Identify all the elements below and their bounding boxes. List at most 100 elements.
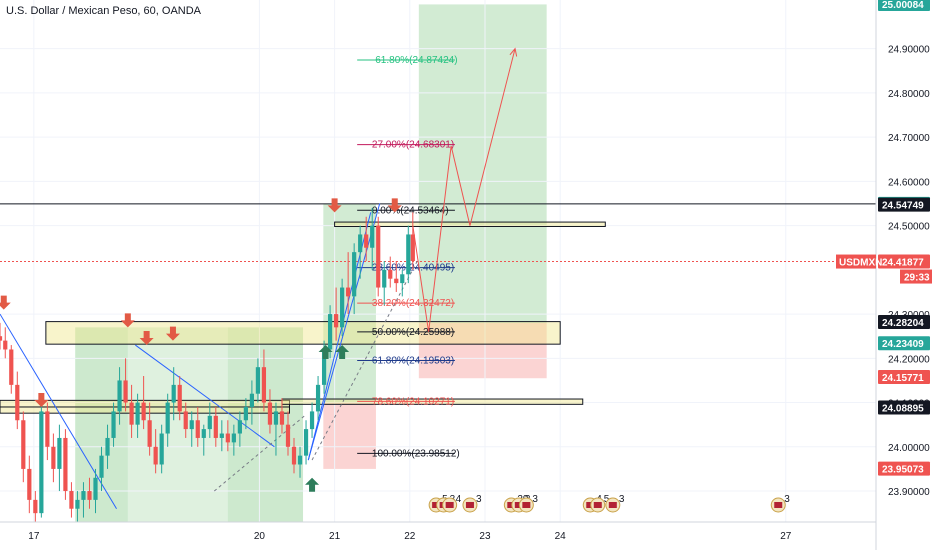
candle-52: [309, 402, 315, 438]
candle-body: [297, 455, 303, 465]
candle-body: [87, 491, 92, 500]
candle-body: [123, 380, 128, 403]
event-count: 5: [604, 494, 610, 505]
symbol-tag-bg: [836, 254, 876, 269]
candle-30: [177, 376, 182, 421]
price-tag-bg: [878, 315, 930, 330]
price-tag-0: 25.00084: [878, 0, 930, 11]
candle-7: [39, 402, 44, 518]
candle-body: [195, 420, 200, 438]
event-flag-stripe: [445, 502, 454, 508]
candle-body: [219, 433, 224, 438]
candle-body: [388, 269, 393, 279]
candle-body: [237, 420, 242, 434]
y-tick-label-5: 24.50000: [888, 222, 930, 233]
event-flag-stripe: [514, 502, 523, 508]
candle-body: [117, 380, 122, 412]
candle-body: [201, 429, 206, 438]
candle-61: [364, 216, 369, 261]
price-tag-bg: [878, 370, 930, 385]
zone-5: [418, 4, 547, 323]
event-count: 3: [784, 494, 790, 505]
candle-body: [352, 252, 357, 297]
candle-body: [141, 402, 146, 421]
arrow-up-icon-2: [335, 345, 350, 360]
candle-56: [334, 287, 339, 341]
candle-57: [340, 278, 345, 337]
candle-22: [129, 384, 134, 438]
candle-11: [63, 429, 68, 500]
candle-14: [81, 482, 86, 518]
candle-53: [315, 376, 321, 421]
candle-4: [21, 411, 26, 483]
x-tick-label-4: 23: [479, 531, 491, 542]
candle-6: [33, 491, 38, 522]
candle-body: [147, 420, 152, 447]
candle-body: [183, 411, 188, 430]
fib-label-0: -61.80%(24.87424): [372, 55, 458, 66]
y-tick-label-6: 24.60000: [888, 177, 930, 188]
candle-42: [249, 380, 255, 425]
event-flag-stripe: [586, 502, 595, 508]
countdown-label: 29:33: [904, 273, 930, 284]
candle-body: [255, 367, 261, 394]
price-tag-7: 24.08895: [878, 400, 930, 415]
price-tag-label: 25.00084: [882, 0, 924, 11]
dotted-line-1: [311, 260, 418, 461]
candle-16: [93, 468, 98, 514]
candle-69: [410, 212, 415, 270]
event-count: 3: [532, 494, 538, 505]
price-tag-label: 24.08895: [882, 403, 924, 414]
price-tag-bg: [878, 197, 930, 212]
candle-body: [93, 477, 98, 500]
arrow-down-icon-5: [327, 198, 342, 213]
candle-13: [75, 491, 80, 522]
arrow-down-icon-2: [120, 313, 135, 328]
candle-body: [63, 437, 68, 492]
candle-64: [382, 261, 387, 306]
candle-body: [45, 411, 50, 447]
candle-20: [117, 367, 122, 425]
candle-9: [51, 433, 56, 483]
candle-39: [231, 424, 236, 456]
projection-path: [412, 48, 516, 332]
event-count: 3: [476, 494, 482, 505]
candle-body: [57, 437, 62, 469]
y-tick-label-0: 23.90000: [888, 487, 930, 498]
candle-body: [400, 274, 405, 284]
fib-label-7: 78.60%(24.10271): [372, 396, 454, 407]
candle-body: [249, 393, 255, 407]
x-tick-label-1: 20: [254, 531, 266, 542]
price-tag-5: 24.23409: [878, 336, 930, 351]
candle-body: [291, 446, 297, 465]
symbol-tag-label: USDMXN: [839, 258, 882, 269]
trend-line-0: [0, 313, 117, 509]
candle-15: [87, 477, 92, 509]
candle-body: [171, 384, 176, 403]
candle-47: [279, 398, 285, 434]
candle-body: [207, 415, 212, 430]
candle-body: [135, 402, 140, 425]
candle-body: [315, 384, 321, 412]
candle-body: [21, 420, 26, 469]
candle-8: [45, 402, 50, 461]
fib-label-8: 100.00%(23.98512): [372, 448, 460, 459]
candle-49: [291, 437, 297, 474]
event-flag-icon-3: 3: [462, 494, 482, 513]
candle-23: [135, 393, 140, 438]
candle-body: [327, 314, 333, 350]
candle-2: [9, 345, 14, 394]
price-tag-bg: [878, 254, 930, 269]
candle-body: [129, 402, 134, 425]
candle-28: [165, 393, 170, 447]
candle-body: [0, 336, 3, 341]
candle-body: [231, 433, 236, 443]
candle-45: [267, 389, 273, 434]
price-tag-label: 24.15771: [882, 373, 924, 384]
candle-body: [15, 384, 20, 421]
candle-body: [39, 411, 44, 514]
event-count: 3: [619, 494, 625, 505]
price-tag-8: 23.95073: [878, 461, 930, 476]
event-flag-stripe: [432, 502, 441, 508]
